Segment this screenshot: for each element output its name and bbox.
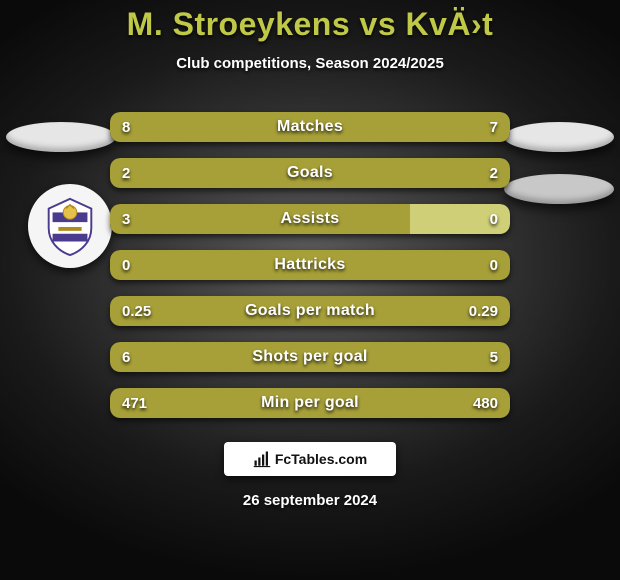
stat-bar-row: Min per goal471 480 <box>110 388 510 418</box>
stat-bar-label: Goals <box>110 158 510 188</box>
stat-bar-right-value: 480 <box>473 388 498 418</box>
stat-bar-right-value: 0.29 <box>469 296 498 326</box>
comparison-area: Matches87Goals22Assists30Hattricks00Goal… <box>0 112 620 418</box>
stat-bar-left-value: 2 <box>122 158 130 188</box>
stat-bar-right-value: 0 <box>490 250 498 280</box>
date-text: 26 september 2024 <box>0 492 620 509</box>
anderlecht-crest-icon <box>39 195 101 257</box>
player-left-club-logo <box>28 184 112 268</box>
stat-bar-left-value: 3 <box>122 204 130 234</box>
stat-bar-row: Hattricks0 0 <box>110 250 510 280</box>
stat-bar-row: Assists3 0 <box>110 204 510 234</box>
stat-bar-label: Goals per match <box>110 296 510 326</box>
stat-bar-row: Goals2 2 <box>110 158 510 188</box>
stat-bar-right-value: 0 <box>490 204 498 234</box>
player-left-badge <box>6 122 116 152</box>
bars-chart-icon <box>253 450 271 468</box>
page-title: M. Stroeykens vs KvÄ›t <box>0 6 620 43</box>
stat-bar-label: Min per goal <box>110 388 510 418</box>
stat-bar-row: Shots per goal6 5 <box>110 342 510 372</box>
player-right-club-badge <box>504 174 614 204</box>
stat-bar-left-value: 6 <box>122 342 130 372</box>
stat-bar-label: Assists <box>110 204 510 234</box>
stat-bar-left-value: 8 <box>122 112 130 142</box>
stat-bar-row: Matches8 7 <box>110 112 510 142</box>
stat-bar-left-value: 0.25 <box>122 296 151 326</box>
stat-bar-label: Hattricks <box>110 250 510 280</box>
stat-bar-left-value: 471 <box>122 388 147 418</box>
stat-bar-row: Goals per match0.25 0.29 <box>110 296 510 326</box>
stat-bar-right-value: 2 <box>490 158 498 188</box>
subtitle: Club competitions, Season 2024/2025 <box>0 55 620 72</box>
player-right-badge <box>504 122 614 152</box>
stat-bars: Matches87Goals22Assists30Hattricks00Goal… <box>110 112 510 418</box>
stat-bar-label: Matches <box>110 112 510 142</box>
stat-bar-right-value: 5 <box>490 342 498 372</box>
stat-bar-label: Shots per goal <box>110 342 510 372</box>
stat-bar-left-value: 0 <box>122 250 130 280</box>
stat-bar-right-value: 7 <box>490 112 498 142</box>
brand-text: FcTables.com <box>275 451 367 467</box>
brand-badge[interactable]: FcTables.com <box>224 442 396 476</box>
